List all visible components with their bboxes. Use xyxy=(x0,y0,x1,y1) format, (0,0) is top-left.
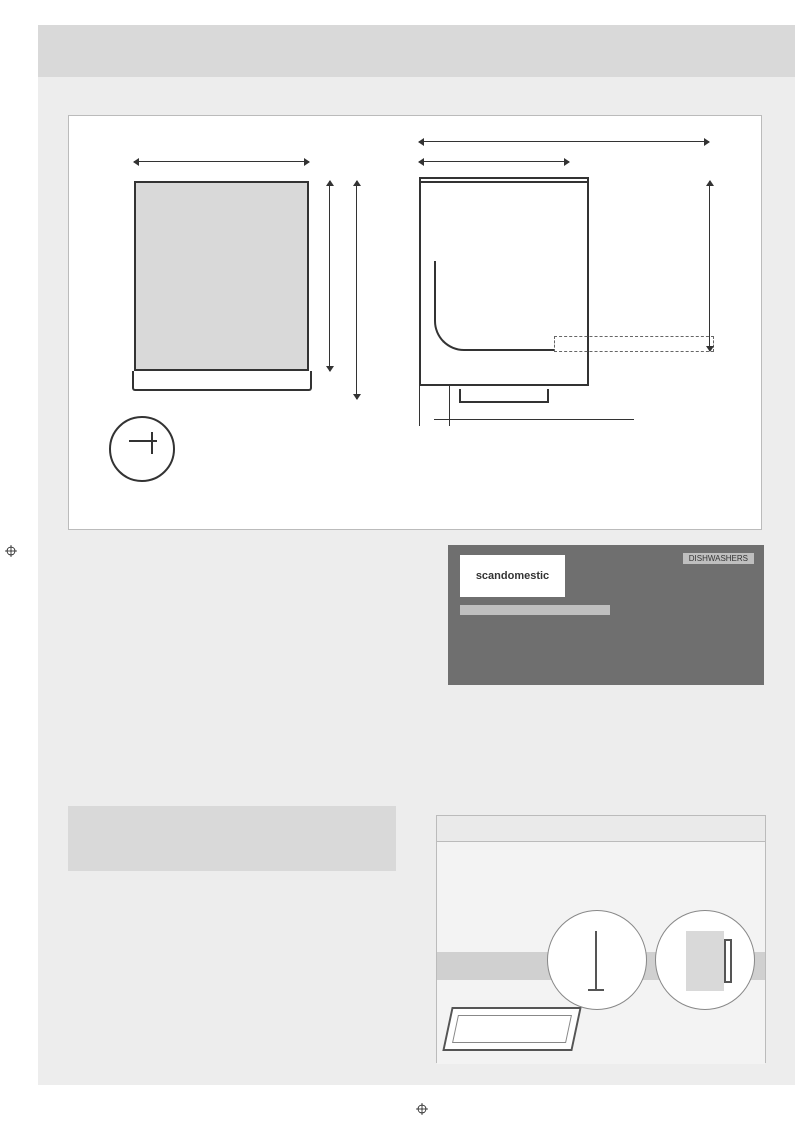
side-view-base xyxy=(459,389,549,403)
brand-info-box: scandomestic DISHWASHERS xyxy=(448,545,764,685)
front-view-base xyxy=(132,371,312,391)
dimension-line-foot-setback xyxy=(434,419,634,420)
dimension-line-depth-body xyxy=(419,161,569,162)
dimension-line-depth-full xyxy=(419,141,709,142)
foot-base xyxy=(588,989,604,991)
cabinet-edge xyxy=(686,931,724,991)
info-accent-bar xyxy=(460,605,610,615)
installation-illustration xyxy=(436,815,766,1063)
detail-callout-leveling-foot xyxy=(547,910,647,1010)
header-bar xyxy=(38,25,795,77)
side-view-inner-profile xyxy=(434,261,554,351)
dimension-line-height-front-inner xyxy=(329,181,330,371)
dimension-line-height-side xyxy=(709,181,710,351)
registration-mark-icon xyxy=(5,545,17,557)
ext-line-foot-right xyxy=(449,386,450,426)
dimension-line-width-front xyxy=(134,161,309,162)
side-view xyxy=(389,141,719,446)
dishwasher-drawer xyxy=(442,1007,581,1051)
feature-box-strip xyxy=(68,788,396,806)
ext-line-foot-left xyxy=(419,386,420,426)
category-badge: DISHWASHERS xyxy=(683,553,754,564)
brand-logo: scandomestic xyxy=(460,555,565,597)
illustration-header-strip xyxy=(437,816,765,842)
technical-drawing-panel xyxy=(68,115,762,530)
appliance-edge xyxy=(724,939,732,983)
side-view-drawer-extent xyxy=(554,336,714,352)
detail-callout-edge-gap xyxy=(655,910,755,1010)
feature-box xyxy=(68,788,396,871)
registration-mark-icon xyxy=(416,1103,428,1115)
description-column xyxy=(68,545,398,555)
page: scandomestic DISHWASHERS xyxy=(38,25,795,1085)
dimension-line-height-front xyxy=(356,181,357,399)
front-view-body xyxy=(134,181,309,371)
foot-pin xyxy=(595,931,597,991)
category-badge-text: DISHWASHERS xyxy=(689,554,748,563)
illustration-scene xyxy=(437,842,765,1064)
detail-stub-v xyxy=(151,432,153,454)
brand-logo-text: scandomestic xyxy=(476,570,549,582)
front-view xyxy=(124,161,354,441)
detail-circle xyxy=(109,416,175,482)
